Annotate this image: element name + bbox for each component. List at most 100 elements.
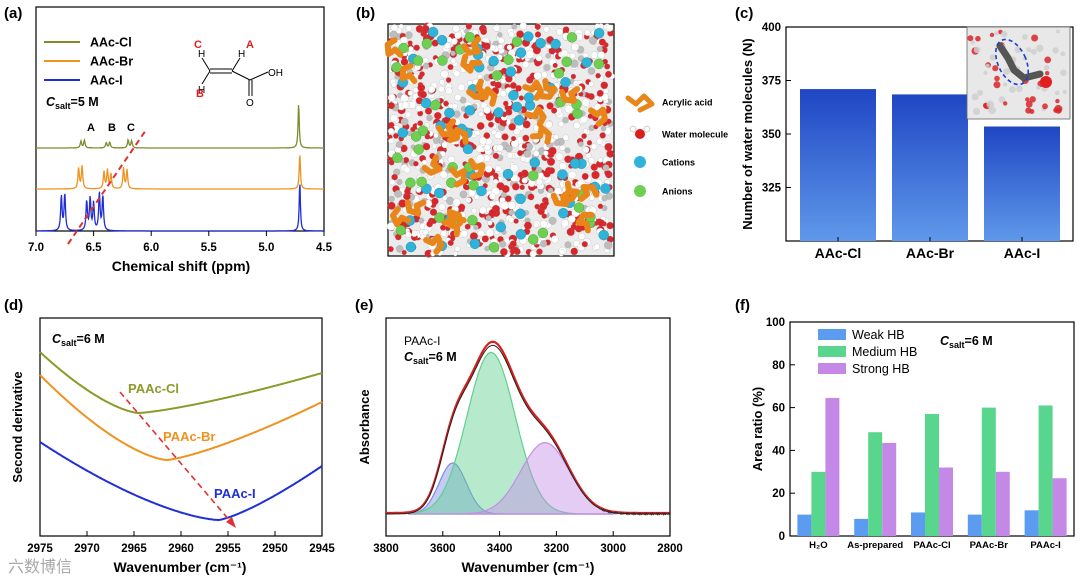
panel-b-label: (b) xyxy=(356,5,375,22)
water-atom xyxy=(407,90,413,96)
anion xyxy=(464,32,476,43)
cation xyxy=(464,105,475,116)
water-atom xyxy=(405,31,413,39)
water-atom xyxy=(439,170,448,179)
water-atom xyxy=(587,67,596,75)
anion xyxy=(503,54,514,65)
inset-atom xyxy=(983,70,988,75)
water-atom xyxy=(517,171,524,178)
water-atom xyxy=(512,182,520,191)
water-atom xyxy=(413,160,419,167)
water-atom xyxy=(458,203,466,211)
water-atom xyxy=(585,92,592,99)
cation xyxy=(523,31,534,42)
cation xyxy=(515,193,526,205)
bar-weak-hb xyxy=(1024,510,1039,536)
water-atom xyxy=(533,222,539,228)
atom-oh: OH xyxy=(268,68,283,79)
water-atom xyxy=(552,62,558,68)
water-atom xyxy=(497,44,503,50)
water-atom xyxy=(506,152,514,159)
water-atom xyxy=(478,111,484,117)
water-atom xyxy=(597,157,603,163)
water-atom xyxy=(536,248,543,255)
inset-snapshot xyxy=(966,26,1071,120)
water-atom xyxy=(588,157,595,164)
inset-highlight-ellipse xyxy=(994,38,1030,86)
water-atom xyxy=(401,250,407,256)
water-atom xyxy=(559,248,565,255)
anion xyxy=(537,227,549,239)
y-tick-label: 400 xyxy=(762,22,781,34)
water-atom xyxy=(503,100,509,107)
cation xyxy=(514,115,525,126)
water-atom xyxy=(581,241,588,248)
water-atom xyxy=(571,43,580,51)
cation xyxy=(469,238,481,250)
water-atom xyxy=(400,94,409,103)
acrylic-acid-molecule xyxy=(390,206,412,228)
x-tick-label: 6.0 xyxy=(143,242,159,254)
bar-aac-br xyxy=(892,94,968,241)
water-atom xyxy=(493,178,499,185)
water-atom xyxy=(494,131,502,139)
bar-aac-cl xyxy=(800,89,876,241)
inset-atom xyxy=(1016,85,1023,93)
acrylic-acid-molecule xyxy=(460,53,483,74)
water-atom xyxy=(395,141,403,149)
panel-f-label: (f) xyxy=(735,297,750,314)
anion xyxy=(511,36,523,47)
anion xyxy=(392,152,403,163)
water-atom xyxy=(543,26,550,33)
cation xyxy=(558,207,569,219)
water-atom xyxy=(481,235,489,243)
legend-label: AAc-Br xyxy=(90,55,133,69)
water-atom xyxy=(548,167,555,175)
water-atom xyxy=(558,121,565,127)
y-tick-label: 0 xyxy=(779,531,785,543)
inset-atom xyxy=(972,107,981,115)
inset-atom xyxy=(994,31,999,36)
y-tick-label: 80 xyxy=(772,360,785,372)
water-atom xyxy=(400,118,409,126)
label-paac-cl: PAAc-Cl xyxy=(128,381,179,396)
water-atom xyxy=(404,188,411,195)
water-atom xyxy=(588,36,598,45)
legend-label: AAc-Cl xyxy=(90,36,132,50)
legend-swatch xyxy=(818,346,846,357)
peak-label-a: A xyxy=(87,122,95,134)
cation xyxy=(420,97,432,109)
water-atom xyxy=(438,203,446,211)
legend-label: Strong HB xyxy=(852,362,910,376)
water-atom xyxy=(568,170,577,179)
anion xyxy=(421,38,433,49)
water-atom xyxy=(500,201,509,210)
x-tick-label: H₂O xyxy=(809,540,827,551)
water-atom xyxy=(551,235,559,244)
water-atom xyxy=(500,248,508,256)
acrylic-acid-molecule xyxy=(550,189,572,207)
anion xyxy=(417,125,429,136)
inset-atom xyxy=(1060,69,1067,76)
water-atom xyxy=(396,245,404,253)
acrylic-acid-molecule xyxy=(447,126,469,145)
water-atom xyxy=(551,107,558,114)
x-tick-label: PAAc-Cl xyxy=(913,540,950,551)
water-atom xyxy=(600,81,609,90)
cation xyxy=(476,185,487,197)
water-atom xyxy=(543,64,551,72)
legend-label: Cations xyxy=(662,158,695,168)
water-atom xyxy=(555,152,564,161)
water-atom xyxy=(605,70,612,78)
inset-atom xyxy=(1054,90,1060,96)
water-atom xyxy=(508,31,515,38)
bar-medium-hb xyxy=(811,471,826,536)
anion xyxy=(553,68,565,79)
water-legend-icon xyxy=(635,129,645,139)
x-tick-label: 3400 xyxy=(487,543,513,555)
water-atom xyxy=(451,103,458,110)
water-atom xyxy=(591,143,598,150)
bar-medium-hb xyxy=(868,432,883,536)
y-tick-label: 100 xyxy=(766,317,785,329)
inset-atom xyxy=(1062,89,1067,95)
